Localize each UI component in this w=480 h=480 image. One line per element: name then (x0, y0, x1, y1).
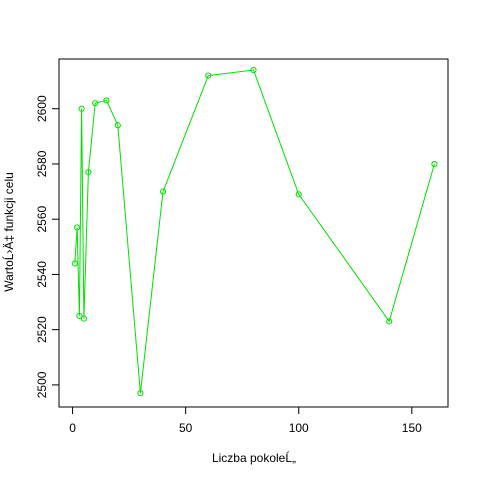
y-tick-label: 2540 (35, 261, 49, 288)
data-point (73, 224, 81, 231)
data-point (71, 260, 78, 267)
data-point (386, 318, 393, 325)
y-tick-label: 2520 (35, 316, 49, 343)
x-axis-title: Liczba pokoleĹ„ (212, 450, 296, 465)
x-axis: 0 50 100 150 (69, 406, 422, 435)
data-point (431, 160, 438, 168)
data-point (250, 66, 257, 74)
y-tick-label: 2560 (35, 206, 49, 233)
y-axis-title: WartoĹ›Ä‡ funkcji celu (1, 172, 16, 292)
y-tick-label: 2600 (35, 95, 49, 122)
data-point (114, 122, 121, 129)
data-point (78, 105, 85, 112)
series-layer (71, 66, 438, 397)
data-point (159, 188, 167, 195)
data-point (92, 100, 99, 107)
data-point (205, 72, 212, 79)
x-tick-label: 150 (402, 421, 422, 435)
series-line (74, 69, 435, 394)
data-point (137, 390, 144, 397)
data-point (85, 169, 92, 176)
y-axis: 2500 2520 2540 2560 2580 2600 (35, 95, 60, 398)
x-tick-label: 50 (179, 421, 193, 435)
data-point (103, 97, 110, 104)
y-tick-label: 2500 (35, 371, 49, 398)
x-tick-label: 0 (69, 421, 76, 435)
data-point (295, 191, 302, 198)
x-tick-label: 100 (289, 421, 309, 435)
y-tick-label: 2580 (35, 150, 49, 177)
data-point (80, 315, 87, 322)
data-point (76, 312, 83, 319)
